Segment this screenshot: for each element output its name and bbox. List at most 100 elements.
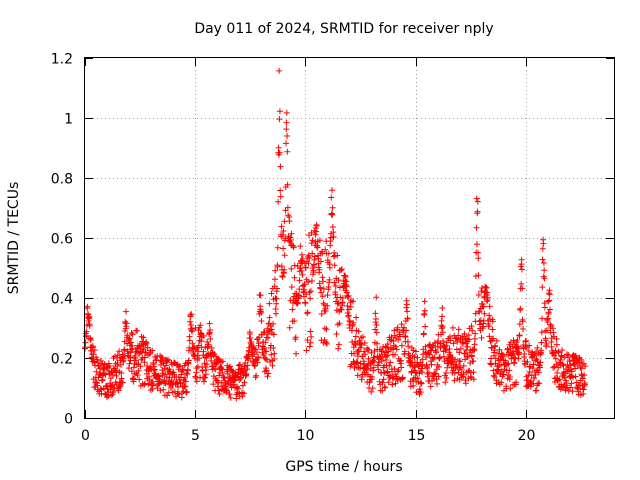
data-point [255, 340, 262, 347]
data-point [472, 330, 479, 337]
data-point [537, 359, 544, 366]
data-point [275, 198, 282, 205]
data-point [550, 364, 557, 371]
data-point [443, 374, 450, 381]
data-point [161, 365, 168, 372]
data-point [264, 373, 271, 380]
data-point [129, 331, 136, 338]
data-point [529, 365, 536, 372]
data-point [449, 357, 456, 364]
data-point [572, 373, 579, 380]
data-point [240, 367, 247, 374]
data-point [121, 328, 128, 335]
data-point [321, 301, 328, 308]
data-point [309, 237, 316, 244]
data-point [452, 356, 459, 363]
data-point [265, 327, 272, 334]
data-point [376, 378, 383, 385]
y-tick-label: 0.2 [51, 352, 73, 368]
data-point [186, 337, 193, 344]
data-point [344, 303, 351, 310]
data-point [254, 335, 261, 342]
data-point [492, 342, 499, 349]
data-point [370, 364, 377, 371]
data-point [526, 368, 533, 375]
data-point [456, 349, 463, 356]
data-point [439, 329, 446, 336]
data-point [279, 273, 286, 280]
data-point [457, 358, 464, 365]
data-point [425, 369, 432, 376]
data-point [361, 348, 368, 355]
data-point [431, 371, 438, 378]
data-point [254, 359, 261, 366]
data-point [206, 320, 213, 327]
data-point [326, 264, 333, 271]
data-point [328, 194, 335, 201]
data-point [126, 335, 133, 342]
data-point [414, 354, 421, 361]
data-point [304, 337, 311, 344]
data-point [553, 335, 560, 342]
data-point [304, 310, 311, 317]
data-point [255, 353, 262, 360]
data-point [86, 314, 93, 321]
data-point [202, 374, 209, 381]
data-point [273, 300, 280, 307]
data-point [347, 318, 354, 325]
data-point [553, 341, 560, 348]
data-point [329, 223, 336, 230]
data-point [132, 357, 139, 364]
data-point [128, 330, 135, 337]
data-point [568, 380, 575, 387]
data-point [206, 330, 213, 337]
data-point [121, 346, 128, 353]
data-point [305, 278, 312, 285]
data-point [546, 306, 553, 313]
data-point [331, 249, 338, 256]
data-point [412, 348, 419, 355]
data-point [307, 295, 314, 302]
data-point [203, 366, 210, 373]
data-point [379, 387, 386, 394]
data-point [226, 391, 233, 398]
data-point [328, 210, 335, 217]
data-point [515, 345, 522, 352]
y-tick-label: 0.6 [51, 232, 73, 248]
data-point [207, 327, 214, 334]
data-point [376, 359, 383, 366]
data-point [540, 259, 547, 266]
data-point [307, 328, 314, 335]
data-point [582, 363, 589, 370]
data-point [554, 370, 561, 377]
data-point [333, 330, 340, 337]
data-point [568, 368, 575, 375]
data-point [210, 373, 217, 380]
data-point [376, 353, 383, 360]
data-point [458, 366, 465, 373]
data-point [281, 252, 288, 259]
data-point [274, 285, 281, 292]
data-point [518, 266, 525, 273]
data-point [491, 347, 498, 354]
data-point [465, 368, 472, 375]
data-point [349, 298, 356, 305]
data-point [162, 362, 169, 369]
data-point [361, 340, 368, 347]
data-point [516, 349, 523, 356]
data-point [105, 383, 112, 390]
data-point [356, 348, 363, 355]
data-point [271, 276, 278, 283]
data-point [271, 350, 278, 357]
data-point [398, 321, 405, 328]
data-point [402, 334, 409, 341]
data-point [256, 334, 263, 341]
data-point [213, 361, 220, 368]
data-point [303, 347, 310, 354]
data-point [468, 323, 475, 330]
data-point [435, 373, 442, 380]
data-point [86, 322, 93, 329]
data-point [169, 381, 176, 388]
data-point [304, 309, 311, 316]
data-point [524, 359, 531, 366]
